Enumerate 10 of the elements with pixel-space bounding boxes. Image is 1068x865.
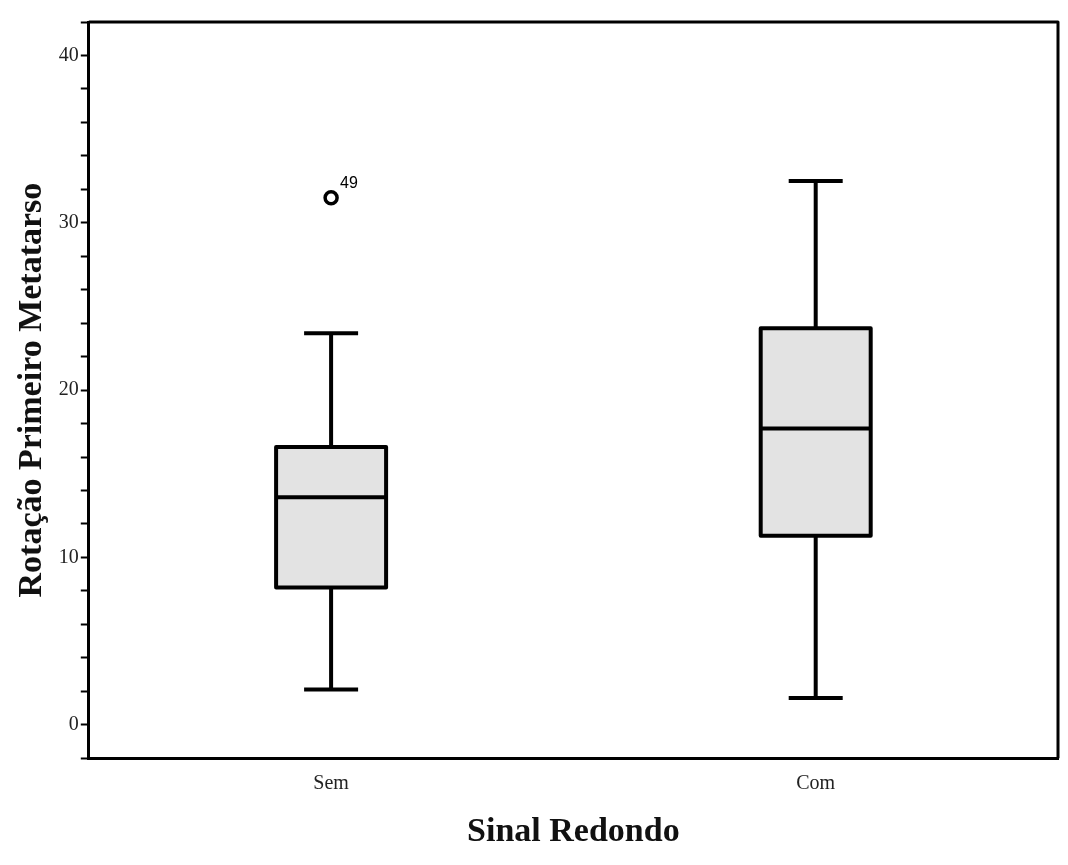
y-axis-title: Rotação Primeiro Metatarso (11, 182, 49, 598)
y-tick-label: 10 (58, 544, 79, 567)
x-tick-label: Sem (313, 771, 350, 794)
annotation: 49 (340, 173, 358, 191)
y-tick-label: 40 (58, 42, 79, 65)
x-tick-label: Com (796, 771, 836, 794)
y-tick-label: 0 (68, 711, 79, 734)
y-tick-label: 30 (58, 210, 79, 233)
x-axis-title: Sinal Redondo (467, 811, 680, 849)
y-tick-label: 20 (58, 377, 79, 400)
